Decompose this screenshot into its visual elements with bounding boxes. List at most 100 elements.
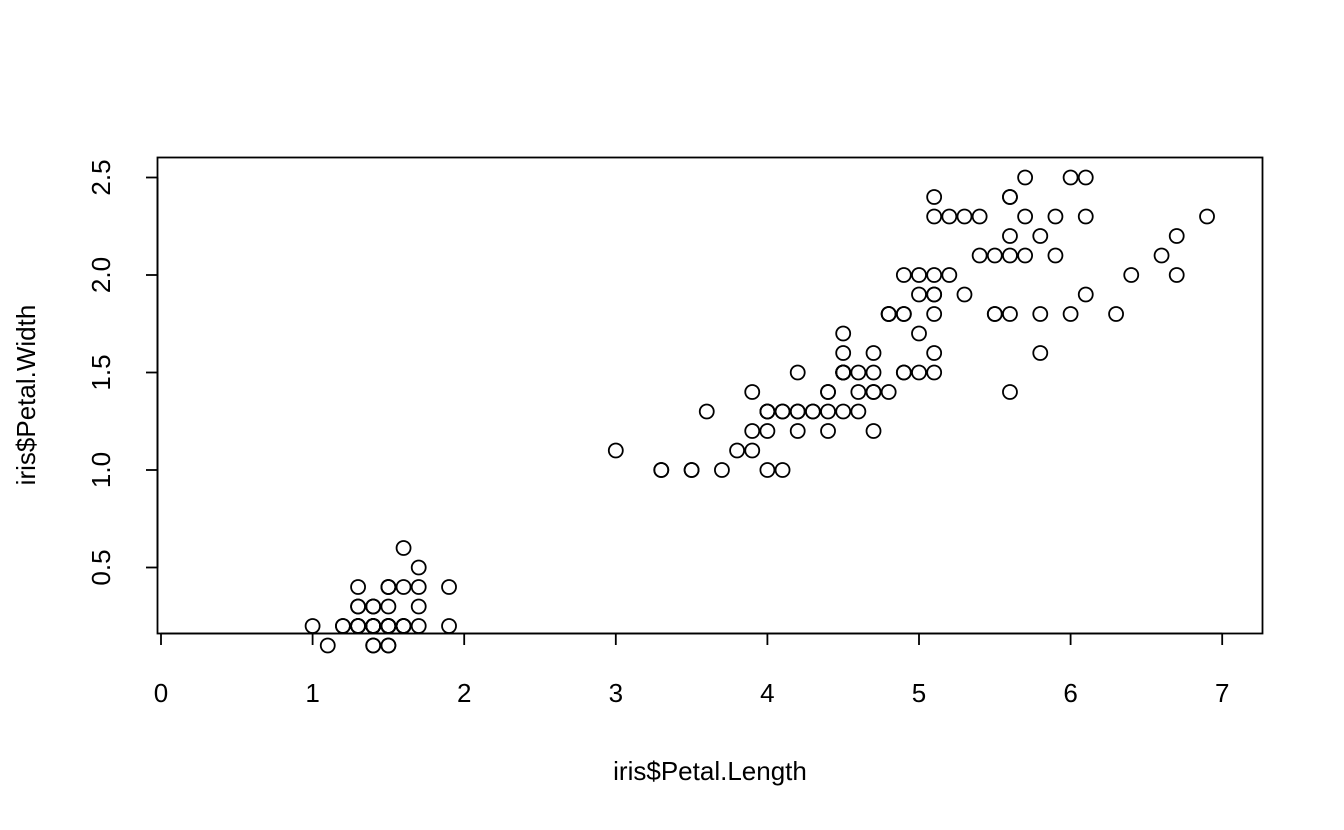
- data-point: [926, 345, 943, 361]
- data-point: [441, 579, 457, 595]
- data-point: [895, 267, 912, 283]
- data-point: [820, 403, 836, 420]
- data-point: [653, 462, 670, 478]
- data-point: [759, 403, 776, 420]
- x-tick-label: 6: [1063, 678, 1077, 708]
- data-point: [835, 345, 852, 361]
- data-points: [304, 169, 1215, 654]
- data-point: [1002, 247, 1018, 264]
- data-point: [365, 637, 382, 654]
- data-point: [380, 598, 397, 615]
- plot-frame: [156, 156, 1264, 635]
- data-point: [1032, 228, 1049, 244]
- data-point: [926, 267, 943, 283]
- y-tick-label: 1.0: [86, 452, 116, 488]
- data-point: [1168, 228, 1185, 244]
- data-point: [895, 306, 912, 322]
- data-point: [350, 579, 366, 595]
- x-tick-label: 0: [154, 678, 168, 708]
- data-point: [744, 384, 761, 400]
- data-point: [1002, 228, 1018, 244]
- data-point: [1199, 208, 1215, 225]
- data-point: [850, 364, 867, 381]
- data-point: [789, 364, 806, 381]
- data-point: [365, 618, 382, 634]
- data-point: [865, 345, 882, 361]
- x-axis: 0 1 2 3 4 5 6 7: [154, 632, 1229, 708]
- data-point: [759, 462, 776, 478]
- data-point: [774, 403, 791, 420]
- data-point: [865, 423, 882, 439]
- data-point: [911, 267, 927, 283]
- data-point: [350, 618, 366, 634]
- data-point: [441, 618, 457, 634]
- data-point: [1017, 169, 1034, 186]
- data-point: [1002, 384, 1018, 400]
- data-point: [835, 364, 852, 381]
- data-point: [880, 306, 897, 322]
- data-point: [971, 247, 988, 264]
- data-point: [789, 423, 806, 439]
- x-tick-label: 5: [912, 678, 926, 708]
- data-point: [365, 598, 382, 615]
- data-point: [850, 384, 867, 400]
- data-point: [744, 442, 761, 459]
- data-point: [880, 384, 897, 400]
- x-tick-label: 3: [609, 678, 623, 708]
- data-point: [926, 286, 943, 303]
- data-point: [926, 189, 943, 205]
- data-point: [789, 403, 806, 420]
- data-point: [911, 364, 927, 381]
- data-point: [1062, 306, 1079, 322]
- data-point: [319, 637, 336, 654]
- data-point: [1002, 189, 1018, 205]
- y-axis-label: iris$Petal.Width: [11, 305, 41, 486]
- data-point: [759, 423, 776, 439]
- data-point: [1123, 267, 1140, 283]
- data-point: [1002, 306, 1018, 322]
- data-point: [683, 462, 700, 478]
- data-point: [774, 462, 791, 478]
- data-point: [835, 325, 852, 342]
- data-point: [1017, 247, 1034, 264]
- data-point: [607, 442, 624, 459]
- data-point: [1077, 208, 1094, 225]
- data-point: [1047, 247, 1064, 264]
- data-point: [1108, 306, 1124, 322]
- data-point: [971, 208, 988, 225]
- data-point: [986, 306, 1003, 322]
- data-point: [304, 618, 321, 634]
- data-point: [380, 637, 397, 654]
- data-point: [1032, 306, 1049, 322]
- data-point: [926, 306, 943, 322]
- data-point: [895, 364, 912, 381]
- data-point: [1077, 169, 1094, 186]
- y-tick-label: 2.5: [86, 159, 116, 195]
- data-point: [714, 462, 730, 478]
- data-point: [335, 618, 351, 634]
- x-tick-label: 4: [760, 678, 774, 708]
- data-point: [941, 208, 958, 225]
- data-point: [729, 442, 745, 459]
- data-point: [911, 325, 927, 342]
- x-tick-label: 1: [305, 678, 319, 708]
- data-point: [350, 598, 366, 615]
- data-point: [865, 364, 882, 381]
- data-point: [380, 579, 397, 595]
- data-point: [1077, 286, 1094, 303]
- y-tick-label: 1.5: [86, 354, 116, 390]
- data-point: [395, 540, 412, 556]
- data-point: [698, 403, 715, 420]
- data-point: [986, 247, 1003, 264]
- y-axis: 0.5 1.0 1.5 2.0 2.5: [86, 159, 159, 586]
- y-tick-label: 2.0: [86, 257, 116, 293]
- data-point: [911, 286, 927, 303]
- data-point: [865, 384, 882, 400]
- data-point: [850, 403, 867, 420]
- x-tick-label: 7: [1215, 678, 1229, 708]
- data-point: [804, 403, 821, 420]
- data-point: [820, 423, 836, 439]
- data-point: [820, 384, 836, 400]
- data-point: [835, 403, 852, 420]
